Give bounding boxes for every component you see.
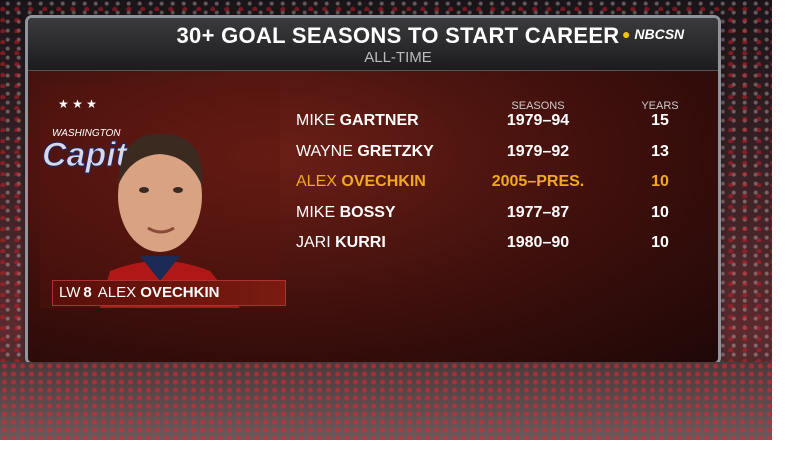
last-name: GRETZKY bbox=[357, 142, 434, 160]
player-name: MIKE BOSSY bbox=[296, 204, 396, 222]
player-name: MIKE GARTNER bbox=[296, 112, 419, 130]
last-name: OVECHKIN bbox=[341, 173, 426, 190]
first-name: MIKE bbox=[296, 112, 336, 129]
crowd bbox=[0, 362, 772, 440]
column-header: YEARS bbox=[641, 100, 679, 112]
number: 8 bbox=[83, 284, 92, 301]
seasons: 1979–92 bbox=[506, 142, 570, 160]
first-name: WAYNE bbox=[296, 142, 353, 160]
logo-text: NBCSN bbox=[634, 26, 685, 42]
team-stars: ★ ★ ★ bbox=[58, 97, 97, 111]
last-name: BOSSY bbox=[339, 203, 396, 221]
collar bbox=[140, 256, 180, 281]
years: 10 bbox=[651, 203, 669, 221]
seasons: 2005–PRES. bbox=[491, 173, 585, 190]
last-name: OVECHKIN bbox=[140, 284, 220, 301]
years: 10 bbox=[651, 173, 669, 190]
years: 10 bbox=[651, 234, 669, 251]
name-plate: LW 8 ALEX OVECHKIN bbox=[52, 280, 286, 306]
player-name: ALEX OVECHKIN bbox=[296, 173, 426, 191]
title-bar: 30+ GOAL SEASONS TO START CAREER ALL-TIM… bbox=[28, 18, 718, 71]
eye bbox=[173, 187, 183, 193]
seasons: 1980–90 bbox=[506, 234, 570, 251]
mouth bbox=[147, 226, 175, 234]
last-name: KURRI bbox=[335, 234, 386, 251]
first-name: ALEX bbox=[97, 284, 137, 301]
first-name: MIKE bbox=[296, 203, 336, 221]
graphic-panel: 30+ GOAL SEASONS TO START CAREER ALL-TIM… bbox=[28, 18, 718, 362]
first-name: JARI bbox=[296, 234, 331, 251]
broadcast-frame: 30+ GOAL SEASONS TO START CAREER ALL-TIM… bbox=[0, 0, 772, 440]
years: 15 bbox=[651, 112, 669, 129]
player-photo: WASHINGTON Capitals ★ ★ ★ bbox=[40, 86, 280, 308]
team-city: WASHINGTON bbox=[52, 128, 121, 139]
title: 30+ GOAL SEASONS TO START CAREER bbox=[176, 23, 620, 48]
subtitle: ALL-TIME bbox=[364, 49, 432, 66]
first-name: ALEX bbox=[296, 173, 337, 190]
seasons: 1979–94 bbox=[506, 112, 570, 129]
seasons: 1977–87 bbox=[506, 203, 570, 221]
last-name: GARTNER bbox=[339, 112, 419, 129]
face bbox=[118, 140, 202, 252]
eye bbox=[139, 187, 149, 193]
position: LW bbox=[59, 284, 81, 301]
hair bbox=[118, 133, 203, 186]
column-header: SEASONS bbox=[511, 100, 565, 112]
player-name: JARI KURRI bbox=[296, 234, 386, 252]
years: 13 bbox=[651, 142, 669, 160]
network-logo: ● NBCSN bbox=[622, 26, 685, 42]
player-name: WAYNE GRETZKY bbox=[296, 143, 434, 161]
